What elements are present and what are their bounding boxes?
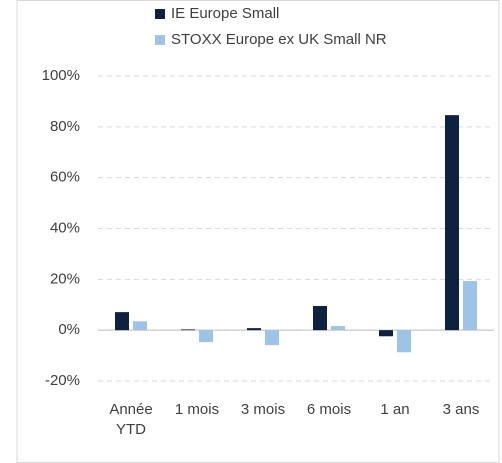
legend-label: STOXX Europe ex UK Small NR <box>171 31 387 48</box>
legend-swatch <box>155 35 165 45</box>
bar <box>313 306 327 331</box>
x-tick-label: Année YTD <box>109 401 153 438</box>
bar <box>199 330 213 343</box>
legend-label: IE Europe Small <box>171 5 279 22</box>
y-tick-label: -20% <box>45 372 80 389</box>
bar <box>247 328 261 331</box>
legend-swatch <box>155 9 165 19</box>
bar <box>265 330 279 346</box>
y-tick-label: 40% <box>50 219 80 236</box>
bar <box>133 321 147 331</box>
x-tick-label: 6 mois <box>306 401 352 418</box>
x-tick-label: 3 ans <box>442 401 480 418</box>
bar <box>463 281 477 331</box>
y-tick-label: 20% <box>50 270 80 287</box>
bar <box>445 115 459 331</box>
y-tick-label: 60% <box>50 169 80 186</box>
y-tick-label: 100% <box>42 67 80 84</box>
y-tick-label: 80% <box>50 118 80 135</box>
bar <box>379 330 393 337</box>
x-tick-label: 3 mois <box>240 401 286 418</box>
x-tick-label: 1 an <box>380 401 410 418</box>
chart-border <box>16 0 500 463</box>
bar <box>331 326 345 331</box>
bar <box>397 330 411 353</box>
bar <box>181 329 195 331</box>
y-tick-label: 0% <box>58 321 80 338</box>
x-tick-label: 1 mois <box>174 401 220 418</box>
bar <box>115 312 129 331</box>
